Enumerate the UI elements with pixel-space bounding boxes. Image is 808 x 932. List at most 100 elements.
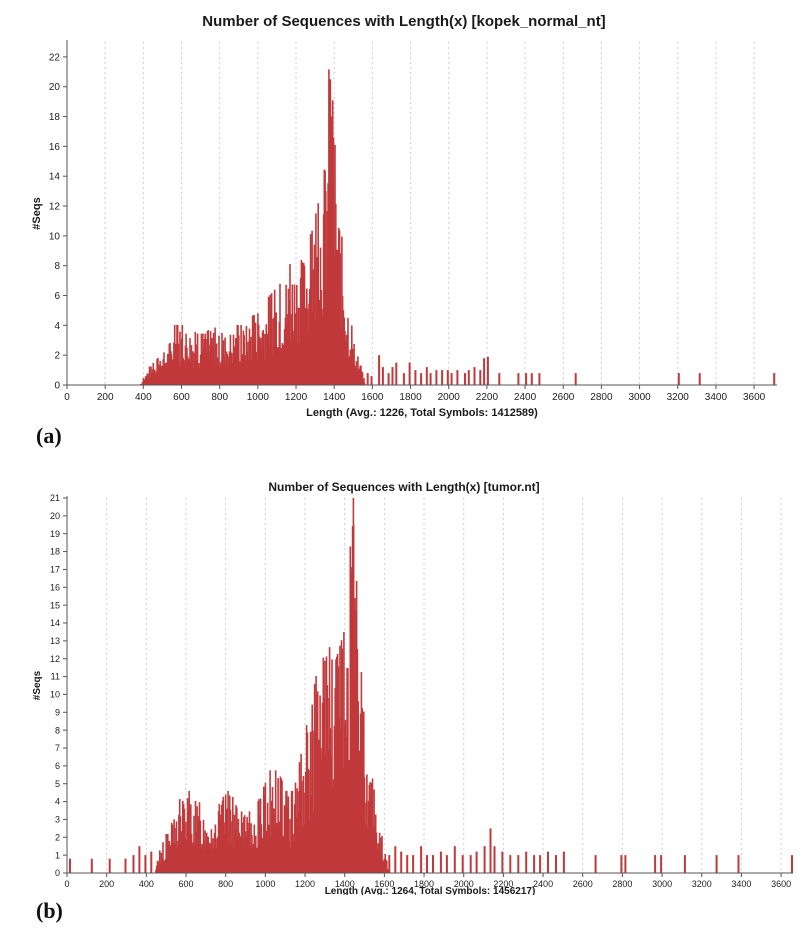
a-bar bbox=[296, 343, 299, 385]
b-bar bbox=[277, 778, 279, 873]
b-bar bbox=[193, 815, 195, 873]
b-bar bbox=[313, 684, 316, 873]
b-bar bbox=[351, 526, 354, 873]
b-bar bbox=[386, 869, 389, 873]
b-bar bbox=[378, 832, 381, 873]
a-y-tick-label: 12 bbox=[49, 202, 61, 213]
a-bar bbox=[339, 253, 342, 385]
a-bar bbox=[296, 285, 298, 385]
b-bar-sparse bbox=[426, 855, 428, 873]
b-bar bbox=[332, 779, 335, 873]
b-bar bbox=[366, 774, 368, 873]
a-bar-sparse bbox=[530, 373, 533, 385]
b-bar-sparse bbox=[715, 855, 718, 873]
a-bar bbox=[275, 312, 277, 385]
a-x-tick-label: 2600 bbox=[552, 392, 575, 403]
b-bar bbox=[292, 833, 294, 873]
b-bars bbox=[69, 498, 793, 874]
a-chart-title: Number of Sequences with Length(x) [kope… bbox=[202, 13, 605, 30]
a-x-tick-label: 3200 bbox=[667, 392, 690, 403]
b-bar bbox=[350, 567, 352, 873]
b-bar-sparse bbox=[412, 855, 415, 873]
a-bar bbox=[224, 337, 226, 385]
b-bar bbox=[319, 695, 321, 873]
a-bar-sparse bbox=[456, 370, 459, 385]
a-x-tick-label: 1400 bbox=[323, 392, 346, 403]
b-y-tick-label: 8 bbox=[55, 725, 60, 735]
a-bars bbox=[140, 69, 776, 386]
a-x-tick-label: 2800 bbox=[590, 392, 613, 403]
b-bar-sparse bbox=[791, 855, 793, 873]
b-bar-sparse bbox=[737, 855, 740, 873]
b-y-tick-label: 21 bbox=[50, 493, 60, 503]
b-bar bbox=[232, 797, 234, 873]
b-bar-sparse bbox=[493, 846, 496, 873]
b-x-tick-label: 3400 bbox=[731, 879, 751, 889]
b-y-tick-label: 2 bbox=[55, 832, 60, 842]
b-bar-sparse bbox=[90, 858, 93, 873]
a-x-tick-label: 400 bbox=[135, 392, 152, 403]
panel-label-a: (a) bbox=[36, 423, 62, 448]
b-bar bbox=[346, 668, 348, 873]
b-y-tick-label: 4 bbox=[55, 797, 60, 807]
b-x-tick-label: 400 bbox=[139, 879, 154, 889]
a-y-tick-label: 2 bbox=[54, 351, 60, 362]
a-bar-sparse bbox=[370, 376, 373, 385]
a-bar bbox=[283, 329, 286, 385]
b-bar bbox=[286, 807, 289, 873]
b-bar bbox=[296, 788, 298, 873]
a-x-tick-label: 600 bbox=[173, 392, 190, 403]
a-bar bbox=[312, 269, 315, 385]
b-bar bbox=[159, 850, 161, 873]
b-bar bbox=[386, 860, 388, 873]
chart-panel-b: 0 200 400 600 800 1000 1200 1400 1600 1800 2000 220… bbox=[0, 470, 808, 932]
a-y-tick-label: 8 bbox=[54, 261, 60, 272]
a-bar bbox=[181, 325, 184, 385]
b-bar-peak bbox=[352, 524, 355, 873]
b-bar bbox=[365, 802, 367, 873]
b-bar-sparse bbox=[400, 851, 403, 873]
b-x-tick-label: 1000 bbox=[255, 879, 275, 889]
a-bar-sparse bbox=[420, 373, 423, 385]
a-bar bbox=[356, 371, 358, 385]
a-bar-sparse bbox=[402, 373, 405, 385]
a-bar-sparse bbox=[483, 358, 486, 385]
b-x-tick-label: 2600 bbox=[573, 879, 593, 889]
a-bar-sparse bbox=[486, 356, 489, 385]
a-bar bbox=[267, 296, 270, 385]
a-bar bbox=[347, 317, 349, 385]
a-bar-sparse bbox=[441, 370, 444, 385]
a-y-tick-label: 4 bbox=[54, 321, 60, 332]
b-bar-sparse bbox=[539, 855, 542, 873]
b-bar-sparse bbox=[594, 855, 597, 873]
b-bar-sparse bbox=[394, 846, 397, 873]
b-x-tick-label: 2000 bbox=[454, 879, 474, 889]
a-bar bbox=[179, 331, 181, 385]
b-x-tick-label: 1400 bbox=[335, 879, 355, 889]
b-y-tick-label: 19 bbox=[50, 529, 60, 539]
a-bar-sparse bbox=[414, 370, 417, 385]
b-y-tick-label: 12 bbox=[50, 654, 60, 664]
b-bar bbox=[369, 782, 371, 873]
a-bar bbox=[327, 183, 329, 385]
b-bar bbox=[278, 821, 281, 873]
b-bar-sparse bbox=[525, 851, 528, 873]
a-bar bbox=[354, 372, 357, 385]
a-bar bbox=[340, 329, 342, 385]
b-bar-sparse bbox=[555, 855, 557, 873]
a-bar-sparse bbox=[698, 373, 701, 385]
b-bar bbox=[381, 836, 383, 873]
a-bar bbox=[313, 244, 316, 385]
b-bar bbox=[291, 790, 294, 873]
b-x-tick-label: 3600 bbox=[771, 879, 791, 889]
a-x-tick-label: 3400 bbox=[705, 392, 728, 403]
a-bar bbox=[269, 295, 271, 385]
a-bar bbox=[263, 334, 265, 385]
a-bar bbox=[311, 230, 313, 385]
b-bar bbox=[282, 835, 285, 873]
a-bar bbox=[328, 69, 330, 386]
b-x-tick-label: 2800 bbox=[612, 879, 632, 889]
a-bar-sparse bbox=[498, 373, 501, 385]
b-y-tick-label: 7 bbox=[55, 743, 60, 753]
b-bar-sparse bbox=[660, 855, 663, 873]
